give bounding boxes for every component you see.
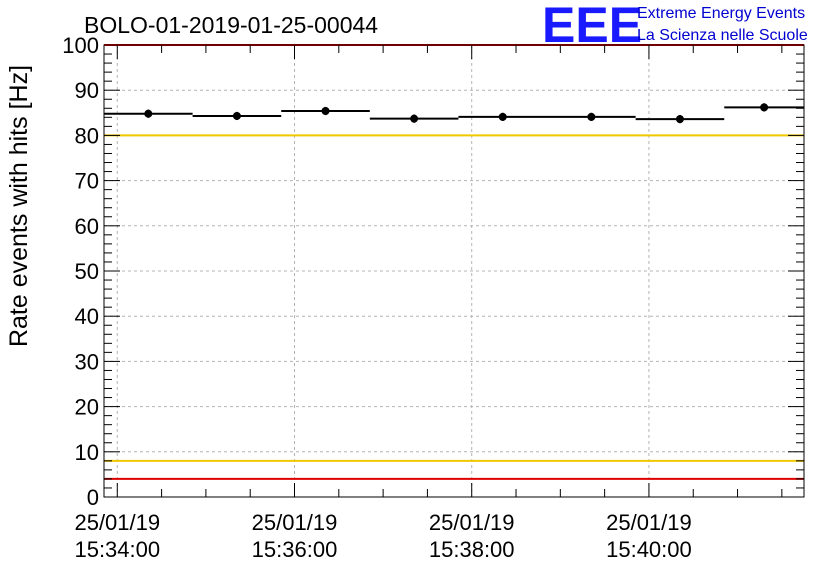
y-tick-label: 80 (75, 123, 99, 148)
y-tick-label: 40 (75, 304, 99, 329)
logo-line-2: La Scienza nelle Scuole (637, 27, 808, 44)
y-tick-label: 70 (75, 169, 99, 194)
data-point (498, 112, 507, 121)
y-tick-label: 20 (75, 395, 99, 420)
x-tick-date-label: 25/01/19 (252, 510, 338, 535)
y-tick-label: 60 (75, 214, 99, 239)
y-tick-label: 10 (75, 440, 99, 465)
y-tick-label: 90 (75, 78, 99, 103)
y-tick-label: 0 (87, 485, 99, 510)
y-tick-label: 30 (75, 349, 99, 374)
data-point (321, 106, 330, 115)
x-tick-date-label: 25/01/19 (74, 510, 160, 535)
eee-logo: EEE Extreme Energy Events La Scienza nel… (542, 0, 808, 53)
x-tick-time-label: 15:38:00 (429, 537, 515, 562)
axes: 010203040506070809010025/01/1915:34:0025… (62, 33, 805, 562)
data-point (232, 111, 241, 120)
y-axis-label: Rate events with hits [Hz] (5, 65, 33, 347)
x-tick-time-label: 15:36:00 (252, 537, 338, 562)
data-point (760, 103, 769, 112)
y-tick-label: 50 (75, 259, 99, 284)
data-series (104, 103, 804, 124)
data-point (675, 115, 684, 124)
x-tick-time-label: 15:34:00 (74, 537, 160, 562)
data-point (410, 114, 419, 123)
x-tick-date-label: 25/01/19 (429, 510, 515, 535)
data-point (587, 112, 596, 121)
x-tick-time-label: 15:40:00 (606, 537, 692, 562)
chart-title: BOLO-01-2019-01-25-00044 (84, 12, 378, 38)
y-tick-label: 100 (62, 33, 99, 58)
logo-line-1: Extreme Energy Events (637, 5, 805, 22)
data-point (144, 109, 153, 118)
x-tick-date-label: 25/01/19 (606, 510, 692, 535)
